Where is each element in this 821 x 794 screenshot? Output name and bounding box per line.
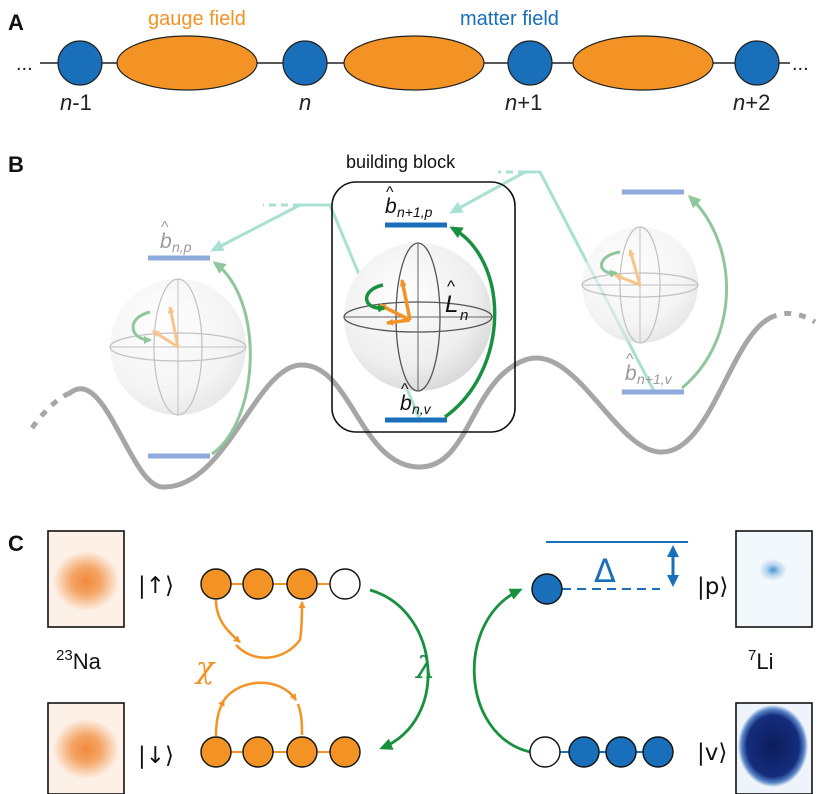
svg-text:b: b (385, 195, 397, 218)
panel-a-letter: A (8, 10, 24, 35)
lattice-potential (67, 315, 773, 490)
svg-text:^: ^ (386, 184, 394, 201)
lambda-arrow-right (472, 588, 531, 754)
li-p-site (531, 573, 563, 605)
ket-v: |v⟩ (697, 740, 727, 766)
spin-arrow-left-1 (167, 306, 180, 348)
spin-arrow-center-1 (399, 279, 412, 321)
na-down-site-4 (329, 736, 361, 768)
matter-site-n (282, 40, 328, 86)
lambda-arrow-left (369, 588, 430, 750)
svg-text:n: n (460, 307, 468, 324)
gauge-link-3 (572, 35, 714, 91)
chi-arrow-down-left (214, 699, 226, 737)
na-cloud-down (53, 719, 119, 779)
svg-text:n+1,v: n+1,v (637, 371, 673, 387)
svg-text:n+1,p: n+1,p (397, 204, 433, 220)
li-v-site-1-empty (529, 736, 561, 768)
svg-text:L: L (445, 291, 458, 318)
coupling-arrow-right (681, 194, 728, 390)
na-up-site-2 (242, 568, 274, 600)
svg-text:b: b (160, 230, 172, 253)
matter-site-n-plus-1 (507, 40, 553, 86)
na-up-site-1 (200, 568, 232, 600)
site-label-n-plus-2: n+2 (733, 90, 770, 115)
matter-site-n-plus-2 (734, 40, 780, 86)
na-up-site-3 (286, 568, 318, 600)
li-cloud-v (738, 705, 808, 787)
ket-down: |↓⟩ (138, 743, 174, 769)
precession-arrow-left (131, 310, 152, 344)
precession-arrow-right (600, 250, 621, 278)
chi-arrow-up-right (298, 601, 306, 641)
matter-field-label: matter field (460, 8, 559, 30)
ellipsis-right: ... (792, 53, 809, 75)
panel-c-letter: C (8, 531, 24, 556)
svg-text:b: b (625, 362, 637, 385)
ket-up: |↑⟩ (138, 573, 174, 599)
lambda-label: λ (415, 651, 435, 686)
ellipsis-left: ... (16, 53, 33, 75)
na-down-site-3 (286, 736, 318, 768)
li-v-site-4 (642, 736, 674, 768)
spin-arrow-left-2 (152, 329, 179, 349)
chi-arrow-up-left (214, 599, 241, 643)
bloch-sphere-center (343, 242, 493, 392)
chi-arrow-down-right (296, 703, 304, 736)
svg-text:^: ^ (447, 277, 455, 296)
svg-text:^: ^ (401, 381, 409, 398)
site-label-n-minus-1: n-1 (60, 90, 92, 115)
label-bn1p: b ^ n+1,p (385, 184, 433, 220)
chi-label: χ (194, 651, 216, 686)
gauge-link-1 (116, 35, 258, 91)
li-cloud-p (759, 559, 787, 581)
ket-p: |p⟩ (697, 574, 728, 600)
li-v-site-3 (605, 736, 637, 768)
svg-text:^: ^ (626, 351, 634, 368)
site-label-n: n (299, 90, 311, 115)
label-bnv: b ^ n,v (400, 381, 432, 417)
spin-arrow-center-3 (386, 318, 411, 326)
na-isotope-label: 23Na (56, 647, 102, 674)
precession-arrow-center (364, 283, 386, 313)
li-isotope-label: 7Li (748, 647, 773, 674)
gauge-link-2 (343, 35, 485, 91)
label-bnp: b ^ n,p (160, 219, 192, 255)
tunnel-arrow-to-bnp (210, 203, 301, 252)
chi-arc-down (222, 681, 298, 701)
svg-text:^: ^ (161, 219, 169, 236)
coupling-arrow-center (443, 226, 497, 419)
gauge-field-label: gauge field (148, 8, 246, 30)
na-down-site-2 (242, 736, 274, 768)
delta-label: Δ (594, 552, 616, 590)
na-down-site-1 (200, 736, 232, 768)
li-v-site-2 (568, 736, 600, 768)
lattice-potential-dashed-right (768, 310, 817, 325)
tunnel-arrow-to-bn1p (449, 170, 526, 214)
label-bn1v: b ^ n+1,v (625, 351, 673, 387)
lattice-potential-dashed-left (29, 390, 72, 430)
l-operator-label: L ^ n (445, 277, 468, 324)
coupling-arrow-left (211, 261, 252, 456)
svg-text:n,p: n,p (172, 239, 192, 255)
na-up-site-4-empty (329, 568, 361, 600)
matter-site-n-minus-1 (57, 40, 103, 86)
building-block-label: building block (346, 152, 456, 172)
spin-arrow-right-2 (614, 273, 641, 287)
svg-text:b: b (400, 392, 412, 415)
spin-arrow-right-1 (628, 249, 642, 286)
svg-text:n,v: n,v (412, 401, 432, 417)
site-label-n-plus-1: n+1 (505, 90, 542, 115)
chi-arc-up (235, 639, 301, 659)
panel-b-letter: B (8, 152, 24, 177)
building-block-box (331, 181, 516, 433)
na-cloud-up (53, 551, 119, 611)
